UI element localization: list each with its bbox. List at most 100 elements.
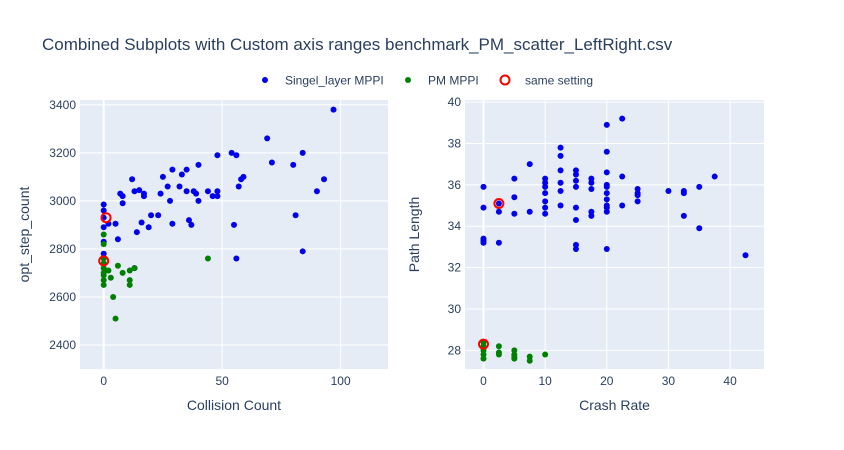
data-point [603,183,610,190]
data-point [542,198,549,205]
data-point [495,351,502,358]
data-point [131,265,138,272]
data-point [100,224,107,231]
data-point [209,193,216,200]
data-point [131,188,138,195]
data-point [634,185,641,192]
data-point [572,167,579,174]
data-point [110,293,117,300]
data-point [619,173,626,180]
data-point [619,115,626,122]
data-point [313,188,320,195]
data-point [542,190,549,197]
data-point [126,277,133,284]
data-point [204,188,211,195]
data-point [572,183,579,190]
data-point [696,225,703,232]
data-point [178,171,185,178]
data-point [603,121,610,128]
data-point [480,183,487,190]
data-point [495,343,502,350]
data-point [572,177,579,184]
data-point [183,166,190,173]
data-point [634,192,641,199]
data-point [100,250,107,257]
data-point [214,188,221,195]
data-point [268,159,275,166]
data-point [126,267,133,274]
x-tick-label: 100 [331,374,351,388]
x-tick-label: 0 [480,374,487,388]
data-point [511,194,518,201]
data-point [299,248,306,255]
data-point [330,106,337,113]
data-point [136,187,143,194]
subplot-1: 2400 2600 2800 3000 3200 3400 0 50 100 Collision … [16,98,388,413]
data-point [680,190,687,197]
data-point [100,272,107,279]
data-point [711,173,718,180]
data-point [188,221,195,228]
data-point [112,315,119,322]
data-point [542,175,549,182]
data-point [480,204,487,211]
data-point [100,212,112,224]
x-tick-label: 50 [215,374,229,388]
y-tick-label: 28 [448,343,462,357]
data-point [105,267,112,274]
y-tick-label: 2600 [49,290,76,304]
y-tick-label: 38 [448,136,462,150]
data-point [495,208,502,215]
data-point [511,175,518,182]
data-point [511,347,518,354]
data-point [588,179,595,186]
data-point [588,175,595,182]
data-point [603,169,610,176]
data-point [129,176,136,183]
data-point [572,171,579,178]
data-point [157,190,164,197]
data-point [112,220,119,227]
x-axis-label: Collision Count [187,397,281,413]
data-point [321,176,328,183]
data-point [634,198,641,205]
y-tick-label: 40 [448,95,462,109]
data-point [557,152,564,159]
subplot-2: 28 30 32 34 36 38 40 0 10 20 30 40 Crash Rate Path Le… [406,95,764,413]
data-point [557,202,564,209]
data-point [542,351,549,358]
data-point [133,229,140,236]
data-point [204,255,211,262]
y-tick-label: 34 [448,219,462,233]
y-tick-label: 32 [448,261,462,275]
data-point [164,183,171,190]
data-point [100,231,107,238]
legend-item: Singel_layer MPPI [262,74,384,88]
data-point [542,183,549,190]
series-pm-mppi [100,231,211,322]
data-point [159,173,166,180]
data-point [114,262,121,269]
legend-item: PM MPPI [405,74,479,88]
series-pm-mppi [480,339,549,364]
legend-label: Singel_layer MPPI [285,74,384,88]
data-point [185,217,192,224]
data-point [477,338,489,350]
data-point [603,196,610,203]
y-axis-label: Path Length [406,197,422,273]
x-axis-label: Crash Rate [579,397,650,413]
legend-marker [405,77,411,83]
data-point [557,188,564,195]
data-point [603,245,610,252]
data-point [98,255,110,267]
series-same-setting [98,212,112,267]
data-point [169,166,176,173]
x-tick-label: 30 [662,374,676,388]
data-point [572,217,579,224]
data-point [572,204,579,211]
y-tick-label: 30 [448,302,462,316]
y-tick-label: 36 [448,178,462,192]
data-point [138,219,145,226]
data-point [511,210,518,217]
data-point [100,207,107,214]
